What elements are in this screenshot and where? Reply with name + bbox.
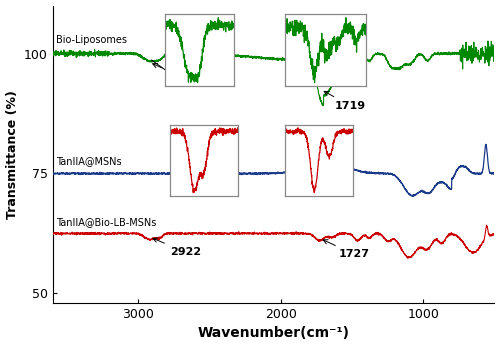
Text: Bio-Liposomes: Bio-Liposomes xyxy=(56,35,127,45)
Text: TanIIA@Bio-LB-MSNs: TanIIA@Bio-LB-MSNs xyxy=(56,217,156,227)
Text: 1719: 1719 xyxy=(324,91,366,111)
Y-axis label: Transmittance (%): Transmittance (%) xyxy=(6,90,18,219)
Text: 2924: 2924 xyxy=(152,64,198,82)
Text: 1727: 1727 xyxy=(323,240,370,260)
Text: 2922: 2922 xyxy=(153,238,201,257)
Text: TanIIA@MSNs: TanIIA@MSNs xyxy=(56,156,122,166)
X-axis label: Wavenumber(cm⁻¹): Wavenumber(cm⁻¹) xyxy=(198,326,350,340)
